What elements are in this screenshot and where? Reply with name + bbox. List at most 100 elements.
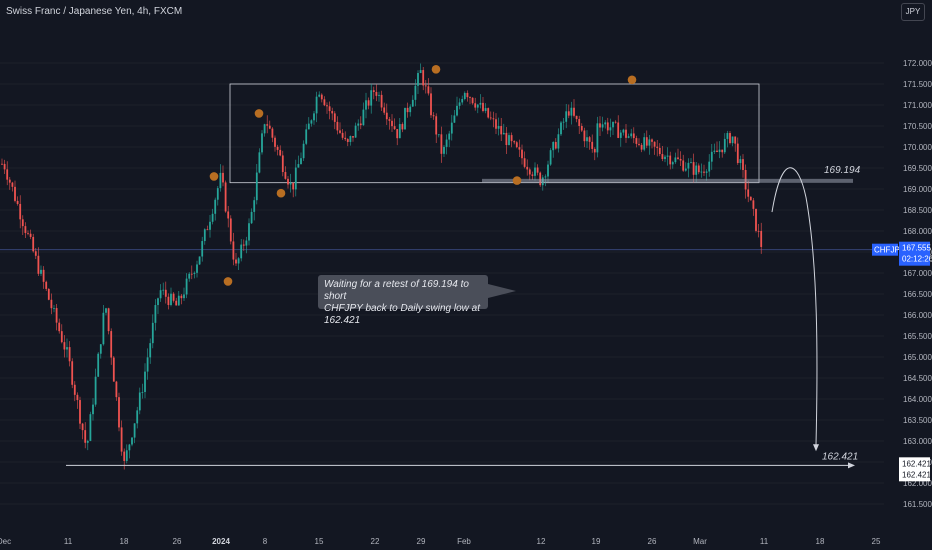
candle (453, 115, 456, 123)
candle (287, 178, 289, 185)
candle (466, 92, 469, 98)
candle (508, 135, 510, 146)
price-tick-label: 166.000 (903, 311, 932, 320)
retest-level-label: 169.194 (824, 165, 861, 176)
candle (474, 103, 477, 108)
candle (219, 172, 222, 189)
candle (367, 100, 370, 106)
candle (437, 134, 440, 136)
candle (154, 305, 157, 323)
candle (185, 278, 188, 295)
candle (697, 165, 700, 173)
candle (125, 450, 128, 461)
candle (684, 168, 687, 171)
candle (380, 94, 383, 108)
candle (692, 162, 695, 175)
candle (500, 126, 503, 135)
candle (695, 165, 698, 175)
candle (599, 123, 601, 128)
candle (703, 171, 705, 173)
candle (521, 149, 523, 159)
candle (300, 158, 302, 165)
candle (323, 99, 326, 106)
candle (175, 300, 178, 306)
swing-marker (512, 176, 522, 185)
annotation-callout[interactable]: Waiting for a retest of 169.194 to short… (318, 275, 488, 326)
candle (448, 133, 451, 140)
time-tick-label: 25 (872, 537, 881, 546)
currency-button[interactable]: JPY (901, 3, 925, 21)
candle (619, 132, 622, 138)
swing-markers (209, 65, 637, 286)
candle (682, 160, 685, 171)
candle (201, 241, 204, 257)
candle (128, 444, 131, 451)
candle (362, 109, 365, 126)
candle (27, 232, 29, 234)
candle (248, 223, 250, 241)
price-axis[interactable]: 172.000 171.500 171.000 170.500 170.000 169.5… (903, 59, 932, 509)
candle (734, 136, 737, 144)
candle (222, 172, 224, 183)
candle (713, 150, 716, 152)
candle (372, 90, 375, 92)
price-tick-label: 165.000 (903, 353, 932, 362)
candle (440, 134, 443, 154)
chart-grid (0, 62, 884, 505)
candle (591, 141, 594, 149)
candle (224, 182, 227, 212)
candle (193, 272, 196, 274)
candle (757, 230, 760, 232)
price-tick-label: 171.500 (903, 80, 932, 89)
candle (422, 70, 425, 86)
candle (534, 167, 536, 176)
candle (274, 137, 276, 147)
candle (528, 169, 531, 175)
price-tick-label: 163.500 (903, 416, 932, 425)
candle (261, 133, 263, 153)
swing-marker (223, 277, 233, 286)
candle (159, 290, 162, 299)
candle (352, 136, 354, 138)
candle (318, 94, 321, 97)
candle (419, 70, 422, 74)
candle (661, 154, 664, 160)
candle (656, 146, 659, 148)
candle (716, 150, 718, 152)
candle (580, 126, 583, 131)
candle (6, 169, 9, 180)
candle (578, 119, 581, 127)
candle (63, 342, 66, 350)
callout-tail (488, 284, 516, 298)
candle (112, 357, 115, 382)
price-tick-label: 161.500 (903, 500, 932, 509)
candle (557, 134, 560, 149)
retest-level-line[interactable] (482, 178, 853, 183)
candle (19, 203, 22, 220)
time-tick-label: 2024 (212, 537, 230, 546)
candle (396, 129, 399, 139)
projection-path[interactable] (771, 167, 818, 446)
candle (365, 100, 367, 110)
candle (240, 244, 243, 259)
symbol-tag: CHFJPY (874, 246, 906, 255)
price-tick-label: 168.000 (903, 227, 932, 236)
candle (492, 118, 495, 120)
candles (1, 63, 763, 470)
candle (292, 182, 295, 190)
candle (409, 106, 412, 113)
candle (89, 414, 92, 441)
candle (690, 162, 692, 163)
candle (297, 164, 300, 168)
candle (760, 230, 763, 247)
candle (315, 96, 318, 114)
price-tick-label: 167.000 (903, 269, 932, 278)
candle (21, 219, 24, 227)
target-price-tag-bg (899, 457, 930, 482)
time-axis[interactable]: Dec 11 18 26 2024 8 15 22 29 Feb 12 19 26 Mar 11 18 25 (0, 537, 881, 546)
candle (404, 107, 406, 130)
candle (622, 129, 625, 133)
candle (513, 141, 516, 143)
candle (708, 161, 711, 172)
